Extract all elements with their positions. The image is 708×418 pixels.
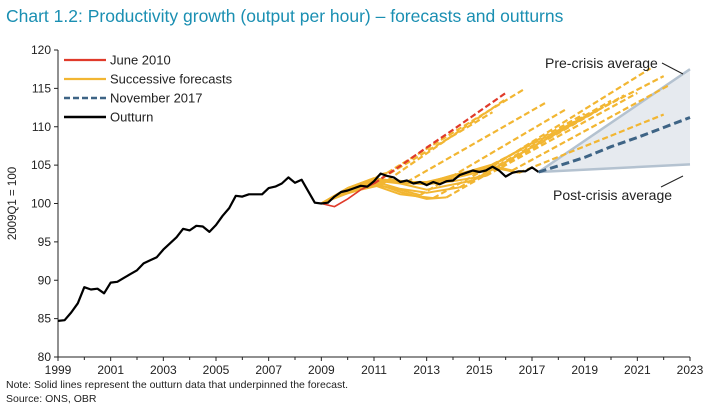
successive-forecast-projection-line (518, 113, 665, 174)
x-tick-label: 2003 (150, 363, 177, 377)
y-tick-label: 105 (31, 158, 51, 172)
chart-note: Note: Solid lines represent the outturn … (6, 379, 349, 391)
chart-title: Chart 1.2: Productivity growth (output p… (6, 6, 564, 26)
post-crisis-pointer (660, 175, 684, 188)
successive-forecast-projection-line (379, 98, 507, 187)
x-tick-label: 2007 (255, 363, 282, 377)
x-tick-label: 2011 (361, 363, 387, 377)
x-tick-label: 2019 (571, 363, 598, 377)
successive-forecast-projection-line (445, 109, 599, 199)
successive-forecast-projection-line (511, 83, 671, 172)
y-tick-label: 120 (31, 43, 51, 57)
x-tick-label: 2009 (308, 363, 335, 377)
pre-crisis-pointer (661, 62, 684, 75)
y-tick-label: 110 (32, 120, 51, 134)
x-tick-label: 2005 (203, 363, 230, 377)
x-tick-label: 2015 (466, 363, 493, 377)
x-tick-label: 2017 (519, 363, 546, 377)
chart-source: Source: ONS, OBR (6, 393, 97, 405)
pre-crisis-annotation: Pre-crisis average (545, 55, 658, 71)
legend-label: Successive forecasts (110, 72, 233, 87)
x-tick-label: 2021 (624, 363, 651, 377)
june-2010-outturn-line (321, 182, 375, 208)
post-crisis-average-line (538, 163, 691, 174)
y-tick-label: 115 (32, 81, 51, 95)
y-tick-label: 85 (38, 312, 52, 326)
x-tick-label: 2013 (413, 363, 440, 377)
x-tick-label: 1999 (45, 363, 72, 377)
y-tick-label: 90 (38, 273, 52, 287)
outturn-line (57, 165, 540, 322)
y-axis-label: 2009Q1 = 100 (7, 167, 19, 240)
post-crisis-annotation: Post-crisis average (553, 187, 672, 203)
x-tick-label: 2023 (677, 363, 704, 377)
successive-forecast-projection-line (491, 75, 665, 166)
y-tick-label: 100 (31, 197, 51, 211)
y-tick-label: 95 (38, 235, 52, 249)
legend-label: June 2010 (110, 53, 171, 68)
y-tick-label: 80 (38, 350, 52, 364)
successive-forecast-projection-line (485, 92, 638, 177)
legend-label: November 2017 (110, 91, 203, 106)
legend-label: Outturn (110, 110, 153, 125)
x-tick-label: 2001 (97, 363, 124, 377)
november-2017-forecast-line (538, 116, 691, 174)
